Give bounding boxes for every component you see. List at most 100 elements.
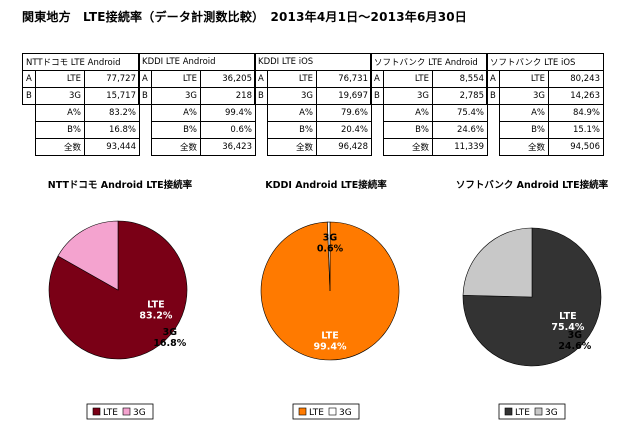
row-label: LTE <box>499 70 549 88</box>
slice-name-label: LTE <box>559 311 576 322</box>
chart-title: KDDI Android LTE接続率 <box>265 179 387 191</box>
row-key: A <box>370 70 384 88</box>
stat-value: 24.6% <box>432 121 488 139</box>
row-label: 3G <box>499 87 549 105</box>
slice-value-label: 0.6% <box>317 244 344 255</box>
row-label: 3G <box>383 87 433 105</box>
stat-value: 75.4% <box>432 104 488 122</box>
pie-slice-3g <box>327 221 331 292</box>
row-key: A <box>254 70 268 88</box>
stat-label: B% <box>267 121 317 139</box>
row-value: 80,243 <box>548 70 604 88</box>
legend-box <box>292 403 360 420</box>
legend-label: 3G <box>133 408 146 418</box>
stat-label: A% <box>267 104 317 122</box>
row-label: 3G <box>267 87 317 105</box>
legend-swatch <box>122 407 131 416</box>
stat-label: A% <box>499 104 549 122</box>
stat-label: B% <box>383 121 433 139</box>
table-docomo-android: NTTドコモ LTE Android A LTE 77,727 B 3G 15,717 … <box>22 53 140 156</box>
stat-value: 0.6% <box>200 121 256 139</box>
legend-swatch <box>504 407 513 416</box>
stat-value: 79.6% <box>316 104 372 122</box>
row-value: 2,785 <box>432 87 488 105</box>
slice-name-label: LTE <box>147 299 164 310</box>
row-label: LTE <box>35 70 85 88</box>
row-key: B <box>22 87 36 105</box>
stat-value: 20.4% <box>316 121 372 139</box>
slice-value-label: 75.4% <box>551 322 584 333</box>
row-value: 19,697 <box>316 87 372 105</box>
slice-value-label: 83.2% <box>139 310 172 321</box>
legend-swatch <box>298 407 307 416</box>
stat-label: A% <box>151 104 201 122</box>
row-value: 77,727 <box>84 70 140 88</box>
legend-label: 3G <box>545 408 558 418</box>
row-label: LTE <box>151 70 201 88</box>
pie-slice-3g <box>57 220 119 291</box>
row-value: 15,717 <box>84 87 140 105</box>
stat-value: 93,444 <box>84 138 140 156</box>
row-key: B <box>370 87 384 105</box>
row-value: 218 <box>200 87 256 105</box>
chart-title: NTTドコモ Android LTE接続率 <box>48 179 193 191</box>
chart-title: ソフトバンク Android LTE接続率 <box>456 179 609 191</box>
row-key: B <box>254 87 268 105</box>
page-title: 関東地方 LTE接続率（データ計測数比較） 2013年4月1日～2013年6月3… <box>22 10 467 24</box>
row-value: 36,205 <box>200 70 256 88</box>
table-header: ソフトバンク LTE iOS <box>486 53 604 71</box>
legend-box <box>86 403 154 420</box>
stat-value: 16.8% <box>84 121 140 139</box>
stat-value: 15.1% <box>548 121 604 139</box>
legend-swatch <box>534 407 543 416</box>
table-header: KDDI LTE Android <box>138 53 256 71</box>
stat-label: 全数 <box>151 138 201 156</box>
stat-value: 94,506 <box>548 138 604 156</box>
row-key: A <box>22 70 36 88</box>
stat-value: 83.2% <box>84 104 140 122</box>
slice-value-label: 16.8% <box>153 338 186 349</box>
pie-slice-3g <box>462 227 533 298</box>
stat-label: B% <box>499 121 549 139</box>
row-key: B <box>486 87 500 105</box>
legend-label: 3G <box>339 408 352 418</box>
slice-value-label: 24.6% <box>558 341 591 352</box>
slice-name-label: LTE <box>321 331 338 342</box>
table-header: NTTドコモ LTE Android <box>22 53 140 71</box>
stat-label: A% <box>35 104 85 122</box>
stat-label: 全数 <box>383 138 433 156</box>
row-key: A <box>138 70 152 88</box>
stat-label: 全数 <box>267 138 317 156</box>
slice-value-label: 99.4% <box>314 342 347 353</box>
row-label: 3G <box>35 87 85 105</box>
table-header: ソフトバンク LTE Android <box>370 53 488 71</box>
slice-name-label: 3G <box>163 327 178 338</box>
slice-name-label: 3G <box>323 233 338 244</box>
table-header: KDDI LTE iOS <box>254 53 372 71</box>
table-kddi-ios: KDDI LTE iOS A LTE 76,731 B 3G 19,697 A% 79.6… <box>254 53 372 156</box>
stat-label: 全数 <box>35 138 85 156</box>
legend-swatch <box>92 407 101 416</box>
row-value: 76,731 <box>316 70 372 88</box>
legend-box <box>498 403 566 420</box>
row-label: 3G <box>151 87 201 105</box>
stat-value: 99.4% <box>200 104 256 122</box>
row-key: B <box>138 87 152 105</box>
slice-name-label: 3G <box>568 330 583 341</box>
stat-value: 11,339 <box>432 138 488 156</box>
table-softbank-ios: ソフトバンク LTE iOS A LTE 80,243 B 3G 14,263 A% 84… <box>486 53 604 156</box>
stat-label: 全数 <box>499 138 549 156</box>
row-label: LTE <box>267 70 317 88</box>
stat-label: B% <box>35 121 85 139</box>
row-label: LTE <box>383 70 433 88</box>
legend-label: LTE <box>309 408 324 418</box>
stat-value: 36,423 <box>200 138 256 156</box>
legend-label: LTE <box>515 408 530 418</box>
legend-swatch <box>328 407 337 416</box>
table-softbank-android: ソフトバンク LTE Android A LTE 8,554 B 3G 2,785 A%… <box>370 53 488 156</box>
table-kddi-android: KDDI LTE Android A LTE 36,205 B 3G 218 A% 99.… <box>138 53 256 156</box>
stat-label: A% <box>383 104 433 122</box>
